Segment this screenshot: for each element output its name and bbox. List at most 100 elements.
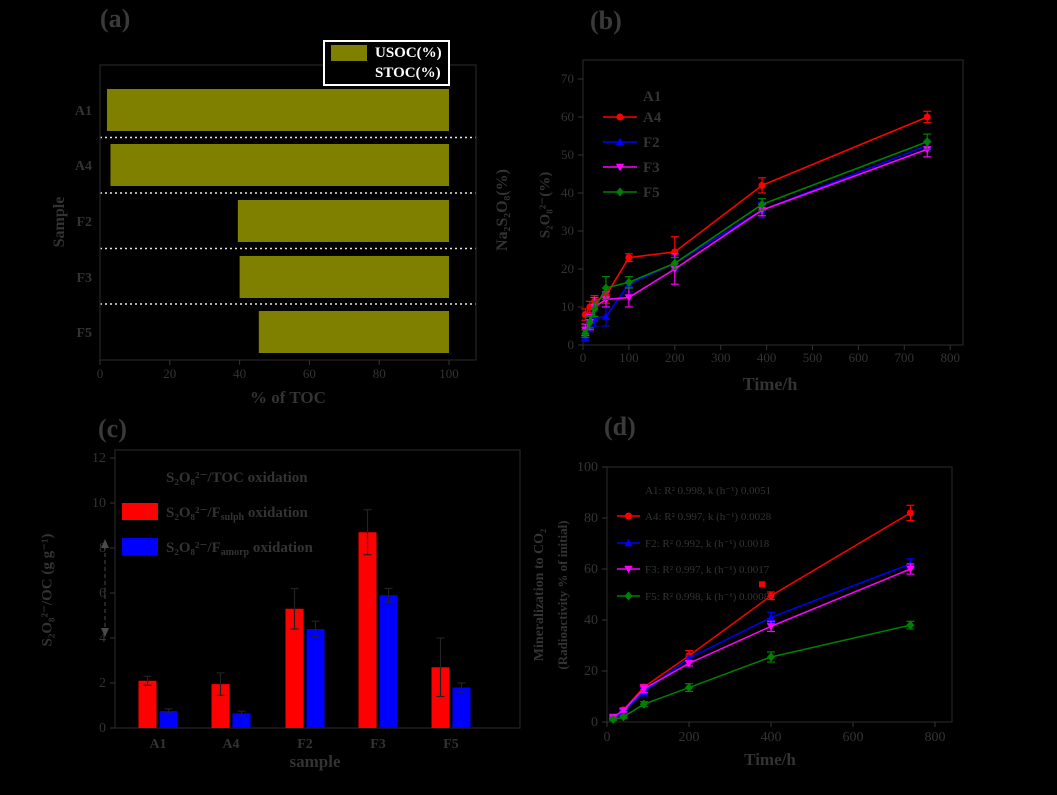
marker-circle	[625, 512, 632, 520]
series-line	[584, 144, 928, 338]
legend-label: A1: R² 0.998, k (h⁻¹) 0.0051	[645, 485, 771, 497]
x-tick-label: 700	[895, 350, 915, 365]
y-tick-label: 12	[92, 451, 106, 466]
x-tick-label: 40	[233, 366, 246, 381]
bar	[431, 667, 450, 728]
panel-c-bar-chart: 0 2 4 6 8 10 12 A1 A4 F2 F3 F5 S₂O₈²⁻/TOC oxidation S…	[92, 449, 521, 752]
marker-triangle-up	[624, 538, 633, 547]
y-tick-label: 8	[99, 541, 106, 556]
y-tick-label: 10	[561, 299, 574, 314]
x-tick-label: 80	[373, 366, 386, 381]
legend-label: S₂O₈²⁻/TOC oxidation	[166, 470, 308, 486]
x-tick-label: 800	[940, 350, 960, 365]
legend-label: S₂O₈²⁻/Famorp oxidation	[166, 540, 314, 558]
marker-square	[625, 487, 632, 493]
series-line	[584, 140, 928, 334]
panel-d-tag: (d)	[604, 412, 636, 441]
y-tick-label: 20	[584, 664, 598, 679]
x-tick-label: 20	[163, 366, 176, 381]
bar-usoc	[106, 89, 449, 131]
marker-circle	[906, 509, 914, 517]
marker-circle	[758, 181, 766, 189]
y-tick-label: 0	[99, 721, 106, 736]
panel-c-tag: (c)	[98, 414, 127, 443]
category-label: A4	[75, 159, 92, 174]
panel-d-ylabel-line2: (Radioactivity % of initial)	[555, 520, 570, 670]
marker-triangle-up	[601, 312, 611, 320]
x-tick-label: 600	[843, 730, 864, 745]
marker-triangle-down	[766, 623, 776, 631]
stoc-swatch	[331, 65, 367, 81]
panel-a-xlabel: % of TOC	[250, 388, 326, 407]
marker-diamond	[639, 699, 648, 709]
legend-label: A4	[643, 110, 662, 126]
bar-stoc	[100, 200, 238, 242]
panel-b-tag: (b)	[590, 6, 622, 35]
marker-diamond	[906, 620, 915, 630]
bar	[379, 595, 398, 728]
y-tick-label: 40	[561, 185, 574, 200]
legend-row-stoc: STOC(%)	[331, 65, 442, 81]
panel-a-legend: USOC(%) STOC(%)	[323, 40, 450, 86]
marker-diamond	[601, 283, 610, 293]
y-tick-label: 4	[99, 631, 106, 646]
bar	[306, 629, 325, 728]
y-tick-label: 60	[561, 109, 574, 124]
bar-stoc	[100, 144, 111, 186]
panel-c-ylabel: S₂O₈²⁻/OC (g g⁻¹)	[39, 533, 56, 647]
marker-triangle-up	[615, 137, 625, 146]
marker-triangle-up	[766, 613, 776, 621]
marker-square	[758, 581, 765, 588]
axes-box	[99, 64, 477, 361]
x-tick-label: 600	[849, 350, 869, 365]
stoc-label: STOC(%)	[375, 64, 441, 81]
category-label: A4	[222, 737, 239, 752]
marker-diamond	[767, 652, 775, 662]
y-tick-label: 60	[584, 562, 598, 577]
usoc-label: USOC(%)	[375, 44, 442, 61]
legend-label: F2: R² 0.992, k (h⁻¹) 0.0018	[645, 538, 770, 550]
category-label: F2	[76, 215, 92, 230]
marker-diamond	[758, 199, 767, 209]
y-tick-label: 20	[561, 261, 574, 276]
bar-usoc	[258, 311, 449, 353]
marker-circle	[767, 592, 775, 600]
panel-d-xlabel: Time/h	[744, 750, 796, 769]
y-tick-label: 40	[584, 613, 598, 628]
y-tick-label: 80	[584, 511, 598, 526]
panel-b-line-chart: 0 100 200 300 400 500 600 700 800 0 10 20 30 40 50 60 70…	[561, 59, 964, 365]
marker-triangle-down	[639, 685, 649, 694]
marker-circle	[616, 113, 624, 121]
category-label: A1	[149, 737, 166, 752]
panel-d-ylabel-line1: Mineralization to CO₂	[532, 528, 547, 662]
legend-swatch	[122, 538, 158, 555]
series-line	[584, 148, 928, 331]
marker-diamond	[609, 714, 618, 724]
legend-label: F3	[643, 160, 660, 176]
panel-c-xlabel: sample	[289, 752, 341, 771]
x-tick-label: 400	[761, 730, 782, 745]
x-tick-label: 60	[303, 366, 316, 381]
category-label: F5	[443, 737, 459, 752]
marker-triangle-down	[615, 163, 625, 172]
panel-b-xlabel: Time/h	[742, 374, 798, 394]
marker-triangle-down	[624, 565, 633, 574]
marker-diamond	[670, 258, 679, 268]
bar	[232, 713, 251, 728]
y-tick-label: 30	[561, 223, 574, 238]
category-label: F3	[370, 737, 386, 752]
bar	[211, 684, 230, 728]
marker-diamond	[923, 137, 932, 147]
axes-box	[606, 466, 953, 723]
marker-triangle-down	[624, 294, 634, 302]
usoc-swatch	[331, 45, 367, 61]
marker-diamond	[685, 683, 693, 693]
x-tick-label: 200	[665, 350, 685, 365]
y-tick-label: 100	[577, 460, 598, 475]
legend-label: A1	[643, 89, 661, 105]
x-tick-label: 300	[711, 350, 731, 365]
y-tick-label: 70	[561, 71, 574, 86]
marker-diamond	[585, 317, 594, 327]
marker-diamond	[581, 329, 590, 339]
